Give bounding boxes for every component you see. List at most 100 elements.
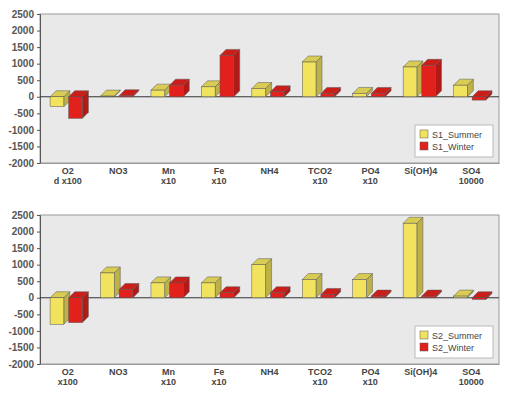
y-tick-label: 2500 [12, 210, 35, 221]
bar-side [435, 59, 441, 96]
x-tick: SO410000 [459, 364, 484, 387]
y-tick-mark [37, 130, 40, 131]
bar-top [252, 83, 272, 89]
x-tick: Si(OH)4 [404, 364, 437, 377]
x-tick-label: O2x100 [58, 367, 78, 386]
plot-background [40, 215, 499, 364]
bar [403, 67, 417, 97]
x-tick-label-line: NH4 [260, 166, 278, 176]
x-tick-label: SO410000 [459, 166, 484, 185]
y-tick-mark [37, 163, 40, 164]
bar [252, 89, 266, 97]
y-tick: 2000 [12, 25, 40, 36]
y-tick-mark [37, 347, 40, 348]
y-tick-mark [37, 364, 40, 365]
x-tick: Fex10 [212, 364, 227, 387]
legend-swatch [420, 331, 428, 339]
bar [252, 265, 266, 298]
y-tick-label: -500 [14, 309, 34, 320]
y-axis: -2000-1500-1000-50005001000150020002500 [8, 210, 40, 370]
y-tick: -2000 [8, 158, 40, 169]
bar-top [69, 292, 89, 298]
y-tick-mark [37, 14, 40, 15]
y-tick-label: -1500 [8, 342, 34, 353]
bar-top [101, 267, 121, 273]
bar [201, 87, 215, 97]
y-tick: 500 [17, 276, 40, 287]
x-tick-label-line: 10000 [459, 176, 484, 186]
y-tick-mark [37, 64, 40, 65]
y-tick-mark [37, 80, 40, 81]
x-tick-label-line: x10 [212, 176, 227, 186]
x-tick-label-line: 10000 [459, 377, 484, 387]
y-tick: 1000 [12, 259, 40, 270]
y-tick-label: -1000 [8, 326, 34, 337]
bar-top [170, 277, 190, 283]
y-tick-mark [37, 146, 40, 147]
y-tick: 2500 [12, 210, 40, 221]
y-tick-mark [37, 314, 40, 315]
bar-top [220, 49, 240, 55]
bar [101, 96, 115, 98]
x-tick-label-line: Si(OH)4 [404, 166, 437, 176]
x-tick-label-line: Si(OH)4 [404, 367, 437, 377]
bar [101, 273, 115, 298]
y-tick-label: 2000 [12, 226, 35, 237]
x-tick-label: PO4x10 [361, 166, 379, 185]
x-tick: Fex10 [212, 163, 227, 186]
bar-top [119, 284, 139, 290]
bar-top [353, 274, 373, 280]
legend-swatch [420, 142, 428, 150]
x-tick-label: NO3 [109, 367, 128, 377]
bar [50, 97, 64, 107]
y-tick-label: 2000 [12, 25, 35, 36]
y-tick: -1500 [8, 342, 40, 353]
y-tick: 2000 [12, 226, 40, 237]
x-tick: TCO2x10 [308, 163, 332, 186]
bar [151, 283, 165, 298]
bar [321, 93, 335, 96]
legend-box [415, 125, 493, 157]
y-tick-mark [37, 248, 40, 249]
bar-top [472, 292, 492, 298]
legend-box [415, 326, 493, 358]
y-tick: 1500 [12, 42, 40, 53]
x-tick: Mnx10 [161, 364, 176, 387]
bar [472, 97, 486, 100]
bar [69, 97, 83, 119]
y-tick-label: 500 [17, 75, 34, 86]
y-tick-mark [37, 113, 40, 114]
bar [270, 92, 284, 97]
y-tick: -500 [14, 108, 40, 119]
bar-top [321, 288, 341, 294]
x-tick-label-line: x100 [58, 377, 78, 387]
y-tick-mark [37, 298, 40, 299]
x-tick-label-line: d x100 [54, 176, 82, 186]
bar-top [252, 259, 272, 265]
x-tick-label: NH4 [260, 166, 278, 176]
y-tick: -2000 [8, 359, 40, 370]
bar [302, 62, 316, 97]
bar-top [270, 86, 290, 92]
bar-top [50, 91, 70, 97]
bar [119, 290, 133, 298]
bar-top [371, 87, 391, 93]
bar [371, 93, 385, 96]
x-tick-label-line: x10 [161, 176, 176, 186]
y-tick-label: 0 [28, 292, 34, 303]
y-tick-mark [37, 47, 40, 48]
bar [403, 223, 417, 298]
bar [302, 280, 316, 298]
y-tick-mark [37, 265, 40, 266]
x-tick-label-line: x10 [161, 377, 176, 387]
bar [170, 283, 184, 298]
y-tick-label: -2000 [8, 158, 34, 169]
bar [422, 65, 436, 96]
bar-side [266, 259, 272, 298]
bar [321, 294, 335, 297]
bar [69, 298, 83, 323]
y-tick: -1000 [8, 125, 40, 136]
legend-label: S2_Winter [432, 343, 474, 353]
chart: -2000-1500-1000-50005001000150020002500O… [8, 210, 499, 387]
bar [454, 296, 468, 298]
